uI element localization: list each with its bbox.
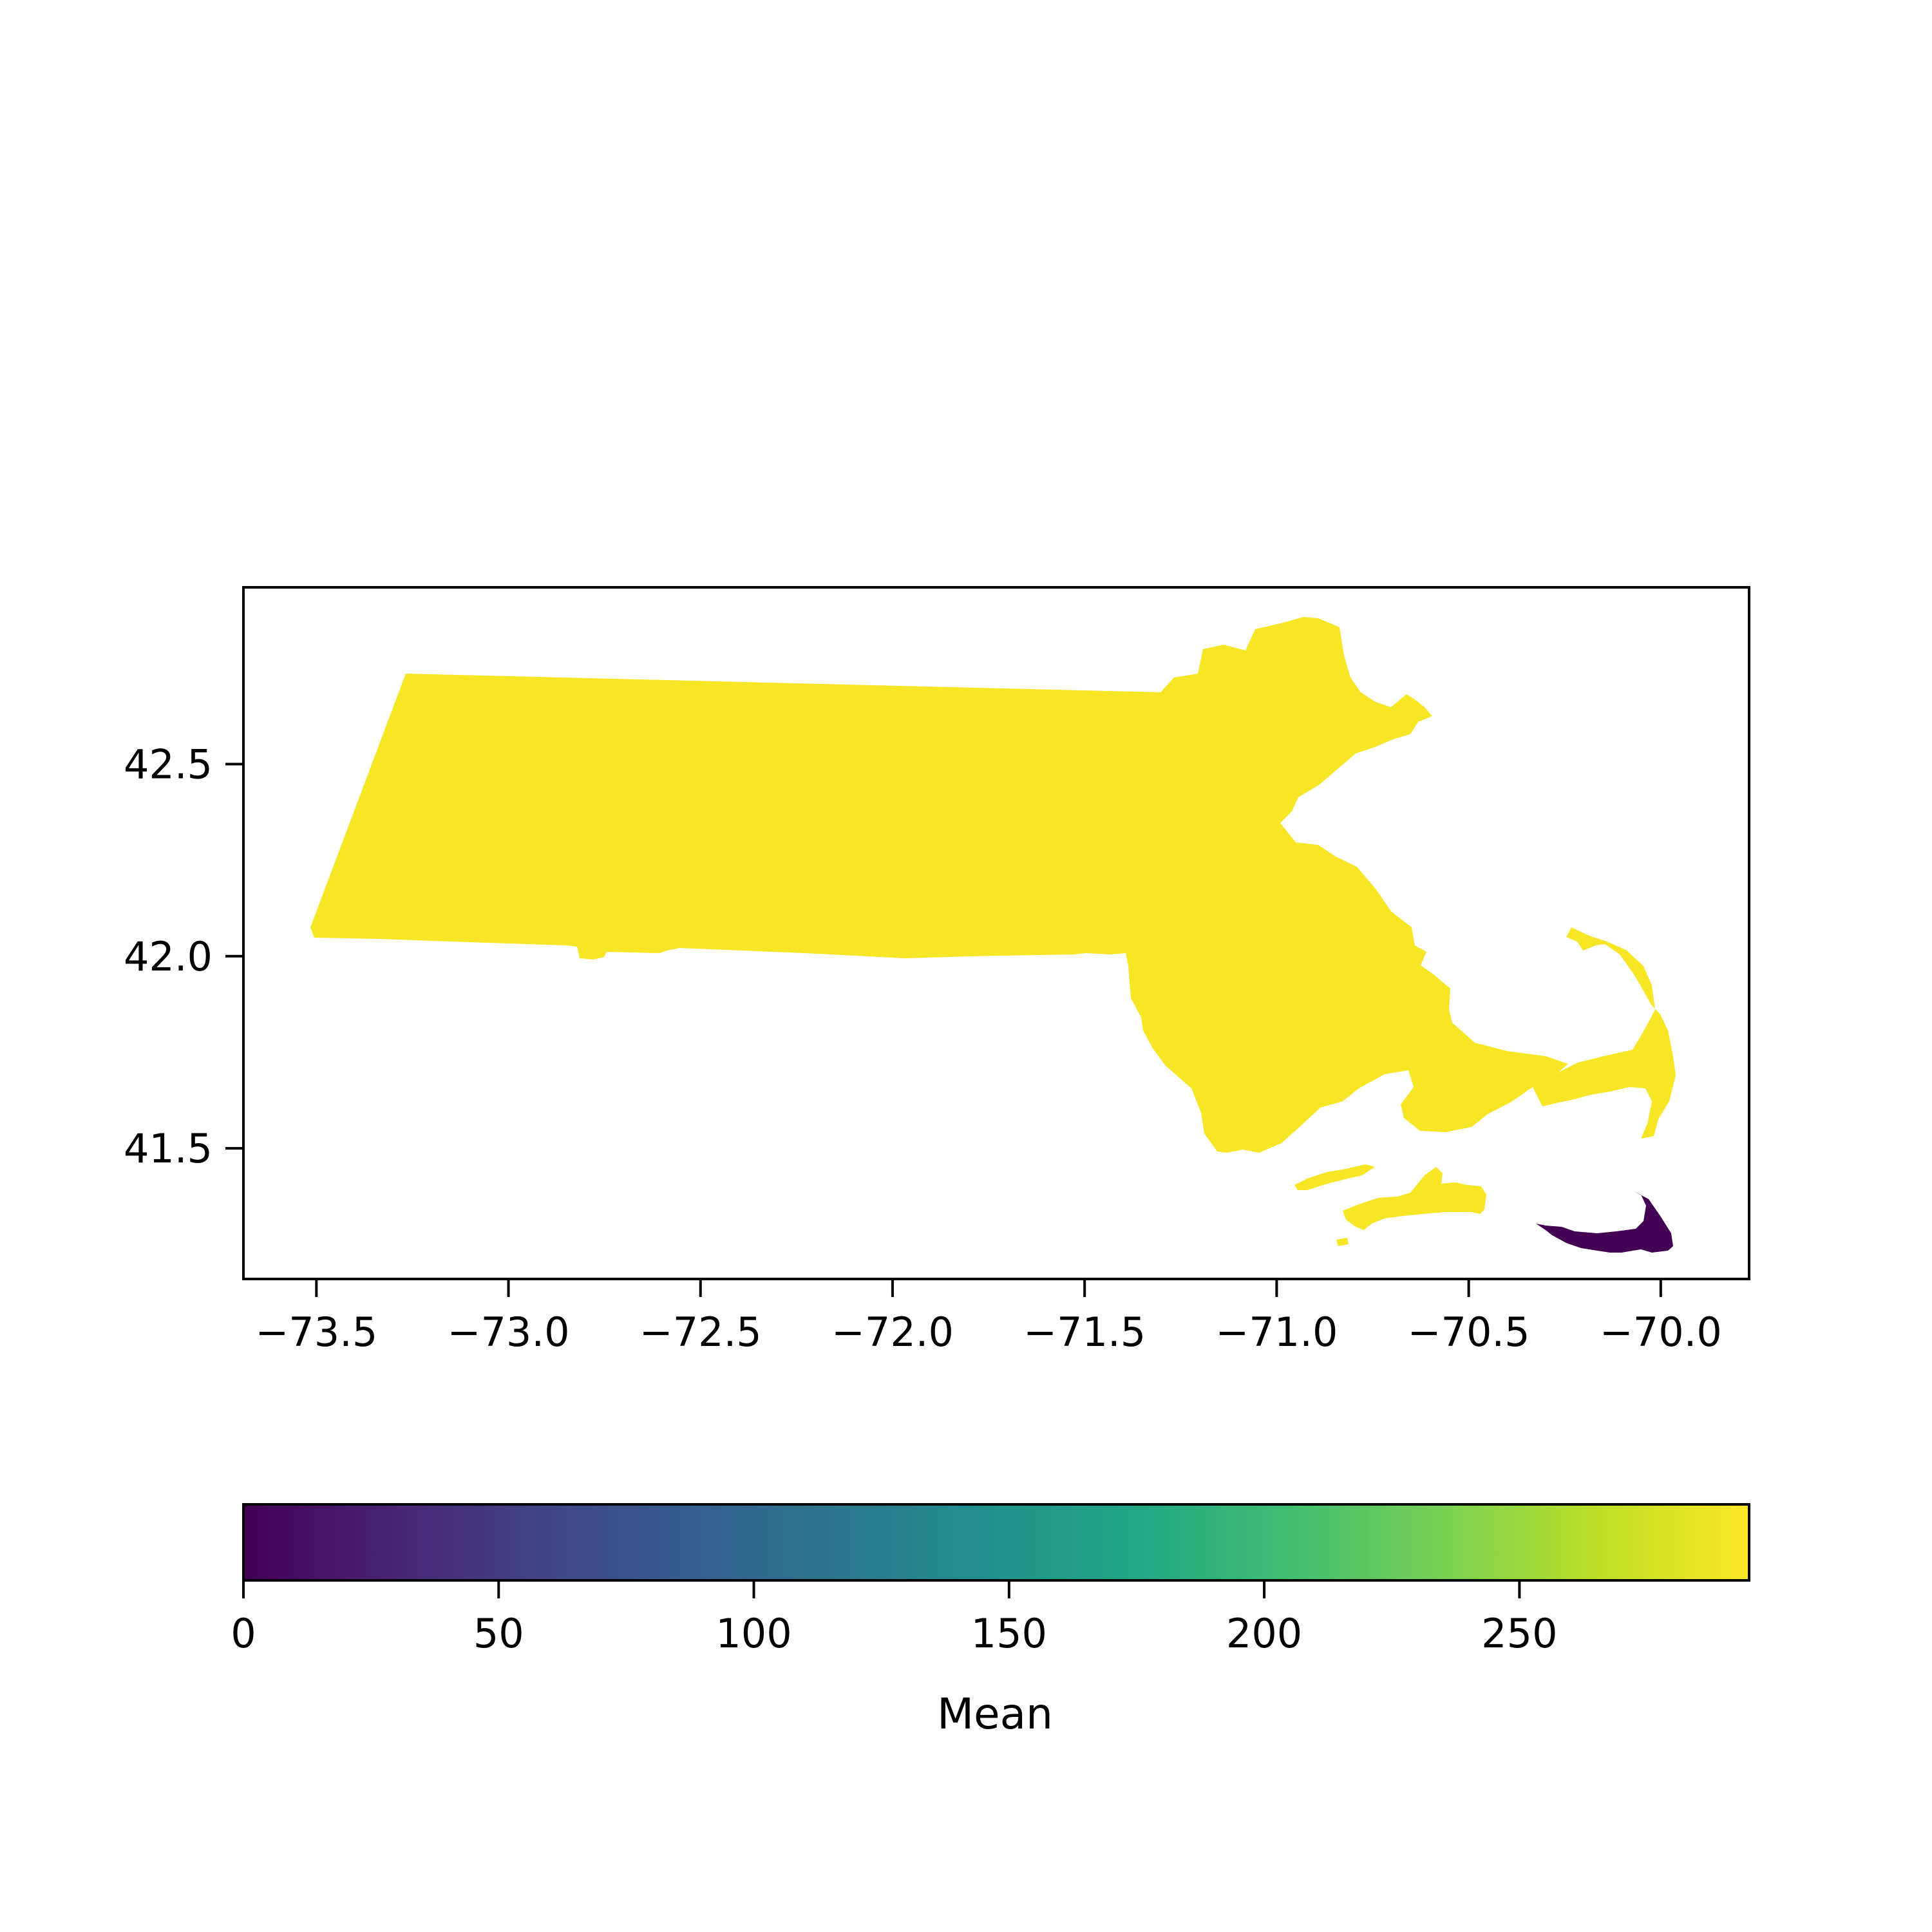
x-axis: −73.5 −73.0 −72.5 −72.0 −71.5 −71.0 −70.5 −70.0	[255, 1279, 1722, 1356]
colorbar-tick-label: 0	[231, 1610, 256, 1657]
map-region-marthas-vineyard	[1343, 1167, 1486, 1230]
y-tick-label: 42.5	[124, 741, 213, 788]
map-region-islet	[1336, 1238, 1349, 1246]
x-tick-label: −71.0	[1215, 1309, 1338, 1356]
map-axes: −73.5 −73.0 −72.5 −72.0 −71.5 −71.0 −70.5 −70.0…	[124, 586, 1750, 1356]
x-tick-label: −72.0	[831, 1309, 954, 1356]
colorbar-tick-label: 200	[1226, 1610, 1302, 1657]
map-region-elizabeth-islands	[1294, 1164, 1375, 1190]
colorbar-tick-label: 100	[715, 1610, 791, 1657]
x-tick-label: −72.5	[639, 1309, 762, 1356]
y-axis: 41.5 42.0 42.5	[124, 741, 243, 1172]
colorbar: 0 50 100 150 200 250 Mean	[231, 1503, 1750, 1739]
x-tick-label: −73.0	[448, 1309, 570, 1356]
x-tick-label: −70.0	[1600, 1309, 1722, 1356]
colorbar-tick-label: 250	[1481, 1610, 1557, 1657]
x-tick-label: −70.5	[1408, 1309, 1530, 1356]
map-region-cape-cod	[1533, 927, 1676, 1139]
map-axes-frame	[242, 586, 1750, 1280]
colorbar-frame	[242, 1503, 1750, 1582]
x-tick-label: −73.5	[255, 1309, 377, 1356]
colorbar-tick-label: 150	[971, 1610, 1047, 1657]
map-region-mainland	[310, 617, 1568, 1153]
colorbar-tick-label: 50	[473, 1610, 524, 1657]
x-tick-label: −71.5	[1023, 1309, 1146, 1356]
map-region-nantucket	[1536, 1191, 1673, 1253]
colorbar-label: Mean	[937, 1689, 1053, 1739]
y-tick-label: 41.5	[124, 1125, 213, 1172]
colorbar-ticks: 0 50 100 150 200 250	[231, 1580, 1558, 1657]
colorbar-gradient	[243, 1504, 1749, 1580]
y-tick-label: 42.0	[124, 933, 213, 980]
